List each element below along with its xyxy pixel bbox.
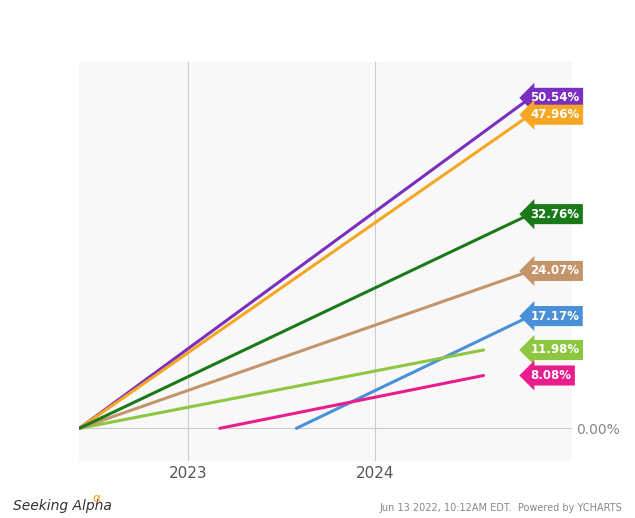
Text: 47.96%: 47.96% <box>530 108 580 121</box>
Text: 24.07%: 24.07% <box>530 265 579 278</box>
Text: 32.76%: 32.76% <box>530 208 579 221</box>
Text: 17.17%: 17.17% <box>530 310 579 323</box>
Text: α: α <box>92 492 100 505</box>
Text: Seeking Alpha: Seeking Alpha <box>13 499 112 513</box>
Text: Jun 13 2022, 10:12AM EDT.  Powered by YCHARTS: Jun 13 2022, 10:12AM EDT. Powered by YCH… <box>380 503 622 513</box>
Text: 50.54%: 50.54% <box>530 91 580 104</box>
Text: 11.98%: 11.98% <box>530 343 580 356</box>
Text: 8.08%: 8.08% <box>530 369 572 382</box>
